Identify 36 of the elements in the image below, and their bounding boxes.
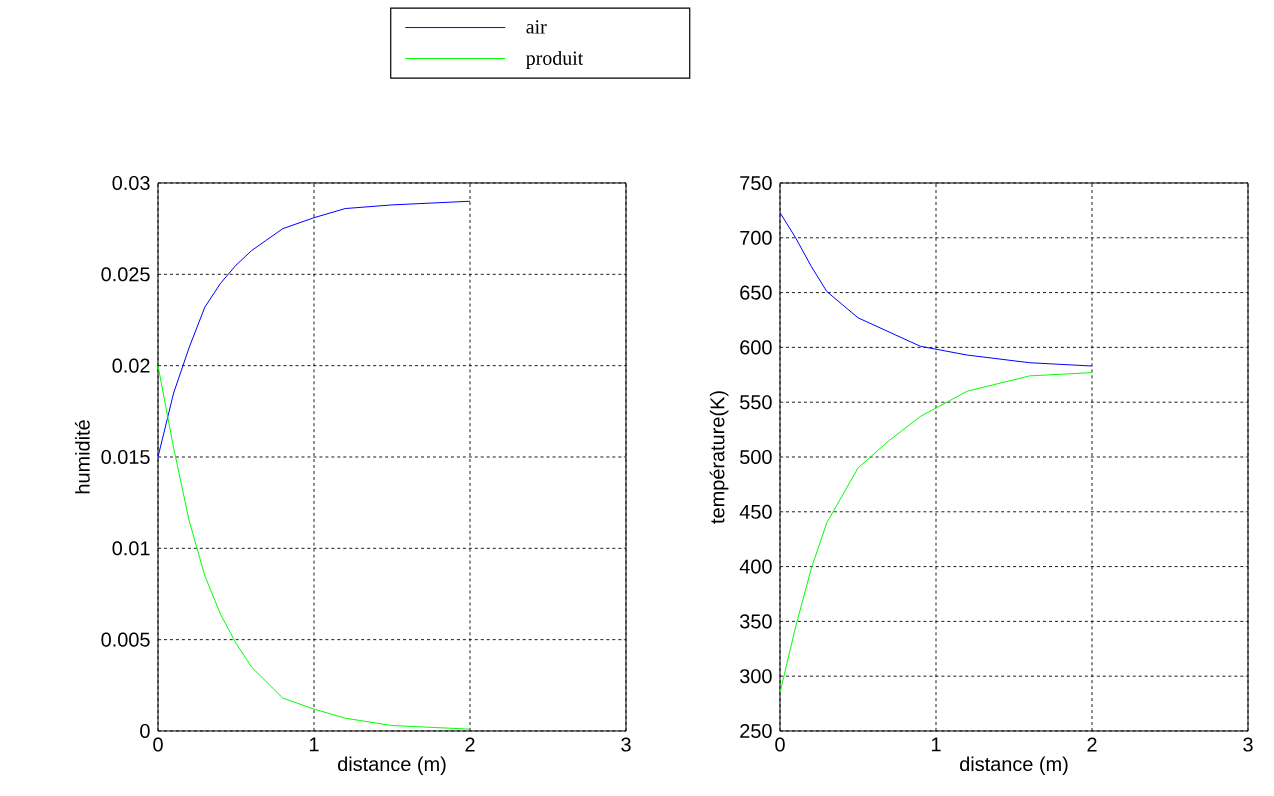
y-axis-title: température(K) — [709, 391, 729, 524]
y-tick-label: 650 — [740, 285, 772, 300]
y-tick-label: 700 — [740, 230, 772, 245]
y-tick-label: 750 — [740, 175, 772, 191]
y-tick-label: 400 — [739, 559, 772, 574]
y-tick-label: 0.01 — [112, 541, 150, 556]
y-tick-label: 0.03 — [112, 175, 150, 191]
y-tick-label: 0.005 — [101, 632, 150, 647]
line-series — [780, 372, 1093, 694]
y-tick-label: 300 — [740, 669, 772, 684]
x-tick-label: 2 — [465, 737, 475, 752]
y-tick-label: 0.02 — [112, 358, 150, 373]
line-series — [158, 365, 471, 730]
y-tick-label: 600 — [740, 340, 772, 355]
x-tick-label: 3 — [1243, 737, 1253, 752]
x-axis-title: distance (m) — [338, 756, 446, 776]
y-tick-label: 350 — [740, 614, 772, 629]
text: produit — [526, 50, 584, 69]
y-tick-label: 0.025 — [101, 267, 150, 282]
y-tick-label: 550 — [740, 395, 772, 410]
y-axis-title: humidité — [74, 420, 90, 494]
y-tick-label: 450 — [739, 504, 772, 519]
y-tick-label: 0.015 — [101, 449, 150, 465]
x-tick-label: 0 — [775, 737, 785, 752]
y-tick-label: 0 — [140, 723, 150, 739]
x-tick-label: 1 — [931, 737, 941, 752]
y-tick-label: 250 — [740, 723, 772, 739]
x-tick-label: 0 — [153, 737, 163, 752]
x-tick-label: 3 — [621, 737, 631, 752]
x-axis-title: distance (m) — [960, 756, 1068, 776]
text: air — [526, 20, 547, 34]
y-tick-label: 500 — [740, 449, 772, 465]
line-series — [158, 200, 471, 458]
x-tick-label: 1 — [309, 737, 319, 752]
line-series — [780, 212, 1093, 367]
x-tick-label: 2 — [1087, 737, 1097, 752]
